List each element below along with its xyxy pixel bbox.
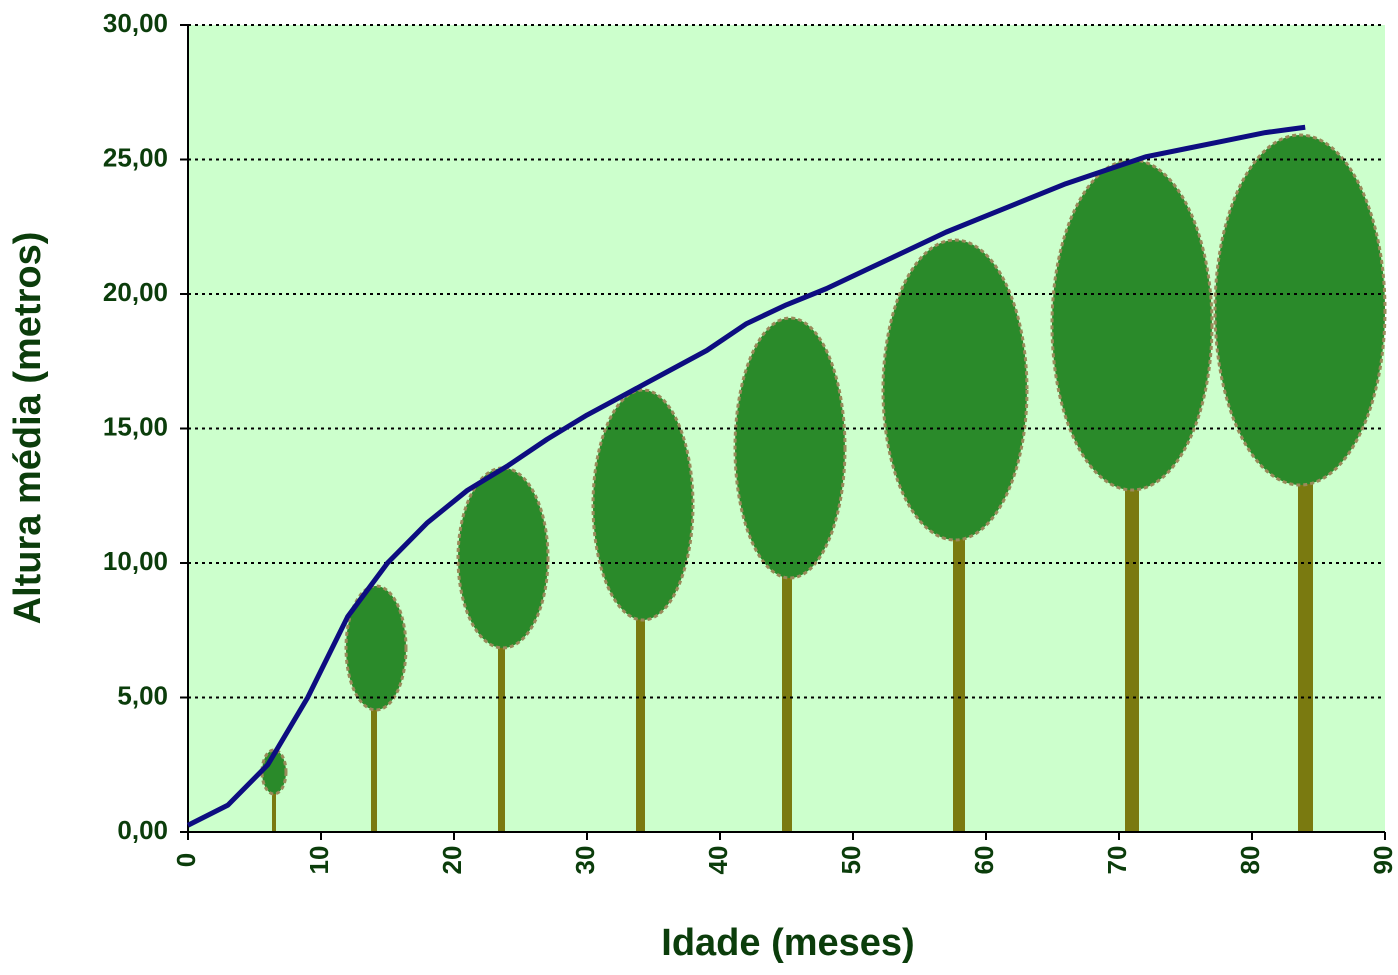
x-tick-label: 90 [1368, 846, 1398, 875]
y-axis-title: Altura média (metros) [7, 232, 49, 625]
y-tick-label: 5,00 [117, 680, 168, 710]
data-line [186, 124, 1306, 828]
x-tick-label: 10 [304, 846, 334, 875]
x-tick-label: 60 [969, 846, 999, 875]
x-axis-title: Idade (meses) [661, 922, 914, 964]
y-tick-label: 20,00 [103, 277, 168, 307]
x-tick-label: 20 [437, 846, 467, 875]
y-tick-label: 0,00 [117, 815, 168, 845]
x-tick-label: 40 [703, 846, 733, 875]
x-tick-label: 80 [1235, 846, 1265, 875]
y-tick-label: 15,00 [103, 411, 168, 441]
y-tick-label: 30,00 [103, 8, 168, 38]
x-tick-label: 50 [836, 846, 866, 875]
x-tick-label: 30 [570, 846, 600, 875]
x-tick-label: 70 [1102, 846, 1132, 875]
x-tick-label: 0 [171, 853, 201, 867]
y-tick-label: 10,00 [103, 546, 168, 576]
y-tick-label: 25,00 [103, 142, 168, 172]
trees [260, 133, 1387, 832]
